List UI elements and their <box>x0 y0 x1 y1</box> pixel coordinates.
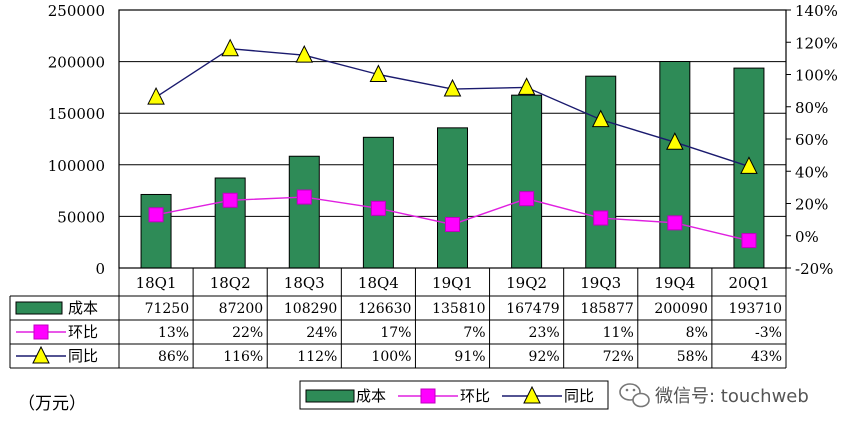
category-label: 18Q1 <box>136 274 177 292</box>
row-legend-label: 成本 <box>68 299 98 317</box>
table-cell: 112% <box>297 349 337 365</box>
legend: 成本 环比 同比 <box>299 380 609 410</box>
left-axis-ticks: 250000 200000 150000 100000 50000 0 <box>48 2 105 278</box>
left-tick-label: 150000 <box>48 105 105 123</box>
category-label: 20Q1 <box>728 274 769 292</box>
table-cell: 72% <box>603 349 634 365</box>
legend-label-cost: 成本 <box>356 387 386 405</box>
yoy-point <box>147 86 165 105</box>
yoy-point <box>443 78 462 97</box>
legend-marker-mom <box>420 388 436 404</box>
yoy-point <box>740 156 758 174</box>
table-cell: 22% <box>232 325 263 341</box>
bar-cost <box>585 75 617 269</box>
unit-label: （万元） <box>18 394 86 414</box>
mom-point <box>445 216 460 232</box>
table-cell: 11% <box>603 325 634 341</box>
right-tick-label: -20% <box>795 260 833 278</box>
wechat-icon <box>619 383 650 408</box>
legend-label-yoy: 同比 <box>564 387 594 405</box>
table-cell: 17% <box>380 325 411 341</box>
category-label: 19Q1 <box>432 274 473 292</box>
mom-point <box>222 192 238 208</box>
table-cell: 200090 <box>654 301 707 317</box>
yoy-point <box>369 64 388 82</box>
table-cell: 8% <box>686 325 708 341</box>
category-label: 18Q2 <box>210 274 251 292</box>
right-tick-label: 120% <box>795 34 838 52</box>
table-cell: 87200 <box>219 301 264 317</box>
right-tick-label: 60% <box>795 131 828 149</box>
legend-swatch-cost <box>305 389 355 403</box>
category-label: 18Q4 <box>358 274 399 292</box>
left-tick-label: 200000 <box>48 54 105 72</box>
table-cell: 86% <box>158 349 189 365</box>
row-legend-label: 同比 <box>68 347 98 365</box>
legend-marker-yoy <box>523 385 541 404</box>
yoy-point <box>666 132 684 150</box>
table-cell: 116% <box>223 349 263 365</box>
data-table: 18Q1 18Q2 18Q3 18Q4 19Q1 19Q2 19Q3 19Q4 20Q1 成本 71… <box>9 268 787 369</box>
table-cell: 13% <box>158 325 189 341</box>
table-cell: 43% <box>751 349 782 365</box>
table-cell: -3% <box>755 325 782 341</box>
row-legend-marker <box>32 345 50 364</box>
percentage-lines <box>147 38 758 249</box>
left-tick-label: 250000 <box>48 2 105 20</box>
mom-point <box>519 191 535 207</box>
yoy-point <box>517 77 536 95</box>
watermark-text: 微信号: touchweb <box>655 386 809 407</box>
yoy-point <box>221 38 239 57</box>
category-label: 18Q3 <box>284 274 325 292</box>
table-cell: 92% <box>529 349 560 365</box>
category-label: 19Q2 <box>506 274 547 292</box>
right-tick-label: 0% <box>795 228 819 246</box>
legend-label-mom: 环比 <box>460 387 490 405</box>
category-label: 19Q3 <box>580 274 621 292</box>
right-tick-label: 40% <box>795 163 828 181</box>
yoy-point <box>295 45 314 63</box>
bar-cost <box>511 94 543 269</box>
right-axis-ticks: 140% 120% 100% 80% 60% 40% 20% 0% -20% <box>786 2 838 278</box>
bar-cost <box>140 193 172 269</box>
row-legend-swatch <box>15 301 63 315</box>
bar-cost <box>288 155 320 269</box>
bar-cost <box>214 177 246 269</box>
row-legend-label: 环比 <box>68 323 98 341</box>
left-tick-label: 0 <box>95 260 105 278</box>
mom-point <box>370 200 386 216</box>
category-label: 19Q4 <box>654 274 695 292</box>
mom-point <box>593 210 609 226</box>
table-cell: 185877 <box>580 301 633 317</box>
row-legend-marker <box>33 324 49 340</box>
right-tick-label: 140% <box>795 2 838 20</box>
table-cell: 100% <box>371 349 411 365</box>
yoy-point <box>591 109 610 128</box>
table-cell: 58% <box>677 349 708 365</box>
table-cell: 135810 <box>432 301 485 317</box>
table-cell: 193710 <box>729 301 782 317</box>
left-tick-label: 100000 <box>48 157 105 175</box>
left-tick-label: 50000 <box>57 208 105 226</box>
table-cell: 167479 <box>506 301 559 317</box>
bar-cost <box>659 61 691 269</box>
table-cell: 126630 <box>358 301 411 317</box>
right-tick-label: 100% <box>795 67 838 85</box>
right-tick-label: 80% <box>795 99 828 117</box>
cost-bars <box>140 61 765 269</box>
table-cell: 24% <box>306 325 337 341</box>
bar-cost <box>437 127 468 269</box>
mom-point <box>741 233 757 249</box>
right-tick-label: 20% <box>795 196 828 214</box>
mom-point <box>296 189 312 205</box>
table-cell: 7% <box>463 325 485 341</box>
watermark: 微信号: touchweb <box>619 383 809 408</box>
table-cell: 108290 <box>284 301 337 317</box>
table-cell: 71250 <box>145 301 190 317</box>
mom-point <box>148 207 164 223</box>
table-cell: 91% <box>454 349 485 365</box>
mom-point <box>667 215 683 231</box>
table-cell: 23% <box>529 325 560 341</box>
